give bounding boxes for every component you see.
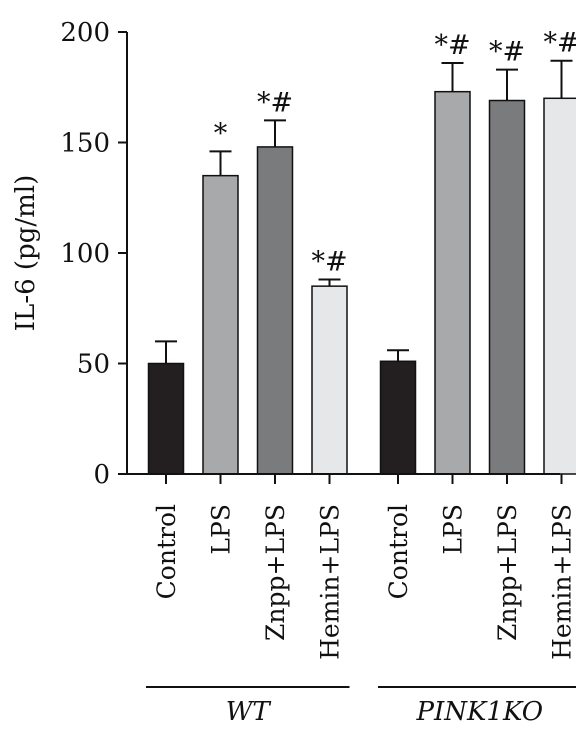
y-tick-label: 100 <box>60 239 110 269</box>
category-label: LPS <box>207 504 236 555</box>
group-labels: WT PINK1KO <box>146 686 576 727</box>
significance-label: *# <box>543 28 576 59</box>
y-tick-label: 0 <box>93 460 110 490</box>
category-label: Znpp+LPS <box>261 504 290 641</box>
bar <box>543 97 576 475</box>
significance-label: *# <box>434 30 470 61</box>
significance-label: *# <box>311 247 347 278</box>
group-label: WT <box>226 697 272 727</box>
bar <box>488 99 526 475</box>
category-label: Hemin+LPS <box>548 504 576 660</box>
bar <box>147 362 185 475</box>
category-label: Znpp+LPS <box>493 504 522 641</box>
category-label: Control <box>152 504 181 599</box>
bar <box>434 90 471 475</box>
significance-label: * <box>214 118 228 149</box>
y-axis: 0 50 100 150 200 <box>60 18 128 490</box>
bar <box>202 174 239 475</box>
group-label: PINK1KO <box>415 697 543 727</box>
bar <box>379 360 417 475</box>
y-tick-label: 200 <box>60 18 110 48</box>
bar <box>256 146 294 475</box>
y-tick-label: 150 <box>60 129 110 159</box>
category-label: Control <box>384 504 413 599</box>
y-tick-label: 50 <box>77 350 110 380</box>
y-axis-label: IL-6 (pg/ml) <box>11 175 41 331</box>
significance-label: *# <box>489 37 525 68</box>
category-label: Hemin+LPS <box>316 504 345 660</box>
bars: * *# *# *# *# *# <box>127 28 576 475</box>
bar <box>311 285 348 475</box>
category-labels: Control LPS Znpp+LPS Hemin+LPS Control LPS Znp… <box>152 474 576 660</box>
category-label: LPS <box>439 504 468 555</box>
significance-label: *# <box>257 87 293 118</box>
